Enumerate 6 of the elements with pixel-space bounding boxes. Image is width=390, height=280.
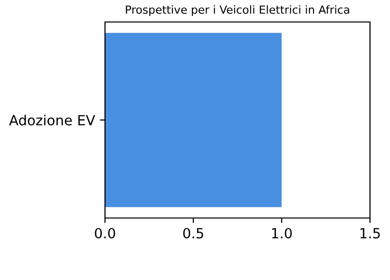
x-tick-label: 0.0 — [94, 228, 116, 238]
chart-title: Prospettive per i Veicoli Elettrici in Africa — [126, 5, 350, 16]
x-tick-label: 0.5 — [183, 228, 204, 238]
y-tick-label: Adozione EV — [9, 114, 96, 126]
x-tick-label: 1.5 — [360, 228, 380, 238]
x-tick-label: 1.0 — [272, 228, 292, 238]
